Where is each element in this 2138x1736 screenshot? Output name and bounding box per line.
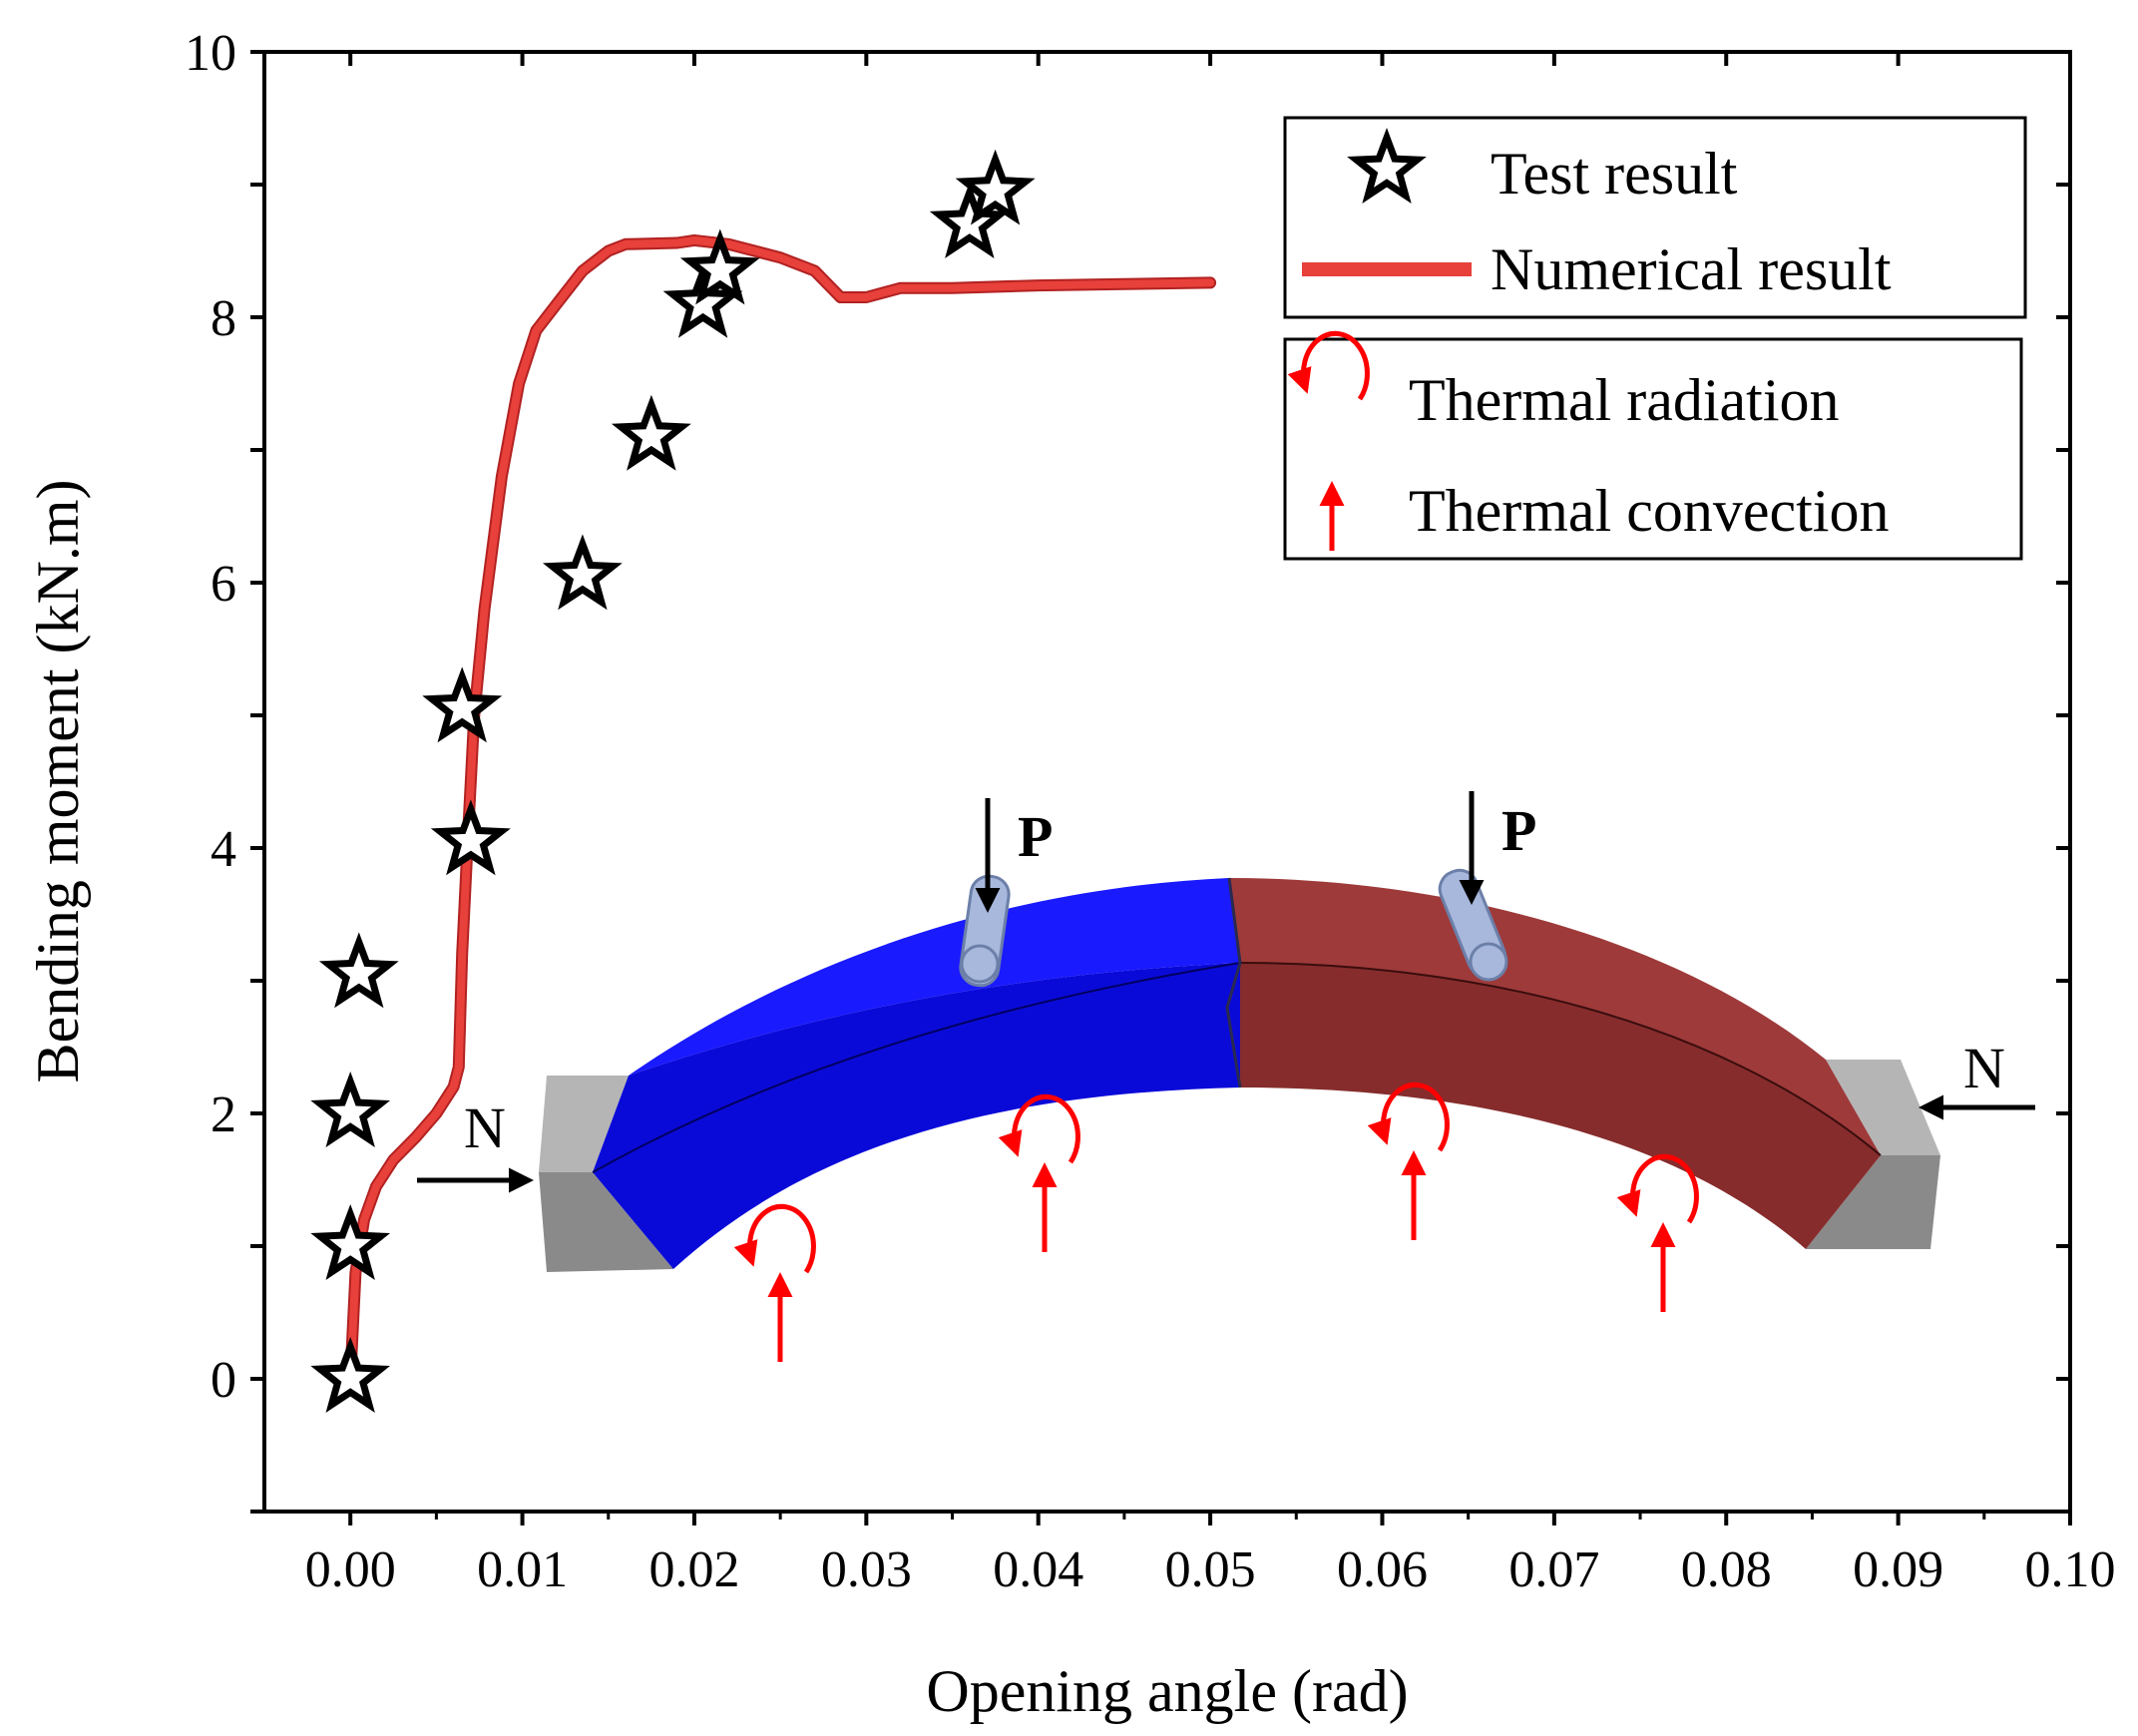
numerical-result-line (346, 235, 1215, 1383)
left-p-label: P (1018, 804, 1053, 869)
radiation-arc (733, 1203, 816, 1274)
beam-left-segment (592, 878, 1241, 1269)
test-result-point (310, 1072, 391, 1148)
test-result-point (662, 261, 743, 338)
beam-illustration: P P N N (417, 791, 2035, 1362)
heat-symbols (733, 1082, 1699, 1362)
x-tick-label: 0.09 (1853, 1541, 1943, 1598)
right-loading-pin (1438, 868, 1508, 982)
y-axis-ticks: 0 2 4 6 8 10 (185, 25, 2070, 1514)
heat-symbol (1367, 1082, 1450, 1240)
plot-frame (262, 50, 2072, 1514)
beam-right-segment (1229, 878, 1882, 1249)
heat-symbol (1616, 1153, 1699, 1312)
left-p-load: P (975, 798, 1053, 913)
x-tick-label: 0.07 (1508, 1541, 1599, 1598)
thermal-legend-box (1283, 337, 2023, 561)
x-tick-label: 0.00 (305, 1541, 396, 1598)
test-result-point (310, 1337, 391, 1414)
radiation-arc (998, 1093, 1080, 1164)
test-result-point (430, 799, 511, 876)
x-axis-ticks: 0.00 0.01 0.02 0.03 0.04 0.05 0.06 0.07 0.08 0.09… (305, 52, 2116, 1598)
beam-joint (1225, 877, 1242, 1088)
right-p-label: P (1501, 798, 1536, 863)
y-tick-label: 2 (211, 1086, 236, 1143)
x-tick-label: 0.01 (477, 1541, 568, 1598)
x-tick-label: 0.06 (1337, 1541, 1428, 1598)
test-result-point (422, 666, 503, 743)
legend-radiation-label: Thermal radiation (1409, 367, 1839, 433)
legend-convection-label: Thermal convection (1409, 478, 1889, 544)
right-p-load: P (1459, 791, 1536, 905)
test-result-point (318, 932, 399, 1009)
x-tick-label: 0.10 (2025, 1541, 2116, 1598)
heat-symbol (733, 1203, 816, 1362)
test-result-point (929, 182, 1010, 258)
right-support (1806, 1060, 1940, 1249)
y-tick-label: 6 (211, 556, 236, 613)
legend-test-marker (1347, 128, 1427, 205)
left-n-load: N (417, 1095, 534, 1193)
radiation-arc (1287, 330, 1370, 401)
legend-test-label: Test result (1491, 141, 1738, 207)
left-n-label: N (464, 1095, 506, 1160)
series-legend-box (1283, 116, 2027, 319)
series-legend: Test result Numerical result (1283, 116, 2027, 319)
radiation-arc (1367, 1082, 1450, 1152)
x-tick-label: 0.03 (821, 1541, 912, 1598)
y-tick-label: 8 (211, 290, 236, 347)
radiation-icon (1287, 330, 1370, 401)
test-result-layer (310, 149, 1036, 1414)
legend-star-glyph (1347, 128, 1427, 205)
right-n-label: N (1963, 1036, 2005, 1100)
right-n-load: N (1919, 1036, 2035, 1120)
x-axis-label: Opening angle (rad) (926, 1658, 1408, 1724)
test-result-point (955, 149, 1036, 225)
heat-symbol (998, 1093, 1080, 1252)
test-result-point (679, 228, 760, 305)
y-tick-label: 10 (185, 25, 236, 82)
test-result-point (611, 394, 691, 471)
test-result-point (543, 534, 623, 611)
x-tick-label: 0.05 (1165, 1541, 1256, 1598)
y-tick-label: 0 (211, 1352, 236, 1409)
x-tick-label: 0.02 (648, 1541, 739, 1598)
test-result-point (310, 1204, 391, 1281)
numerical-result-layer (344, 233, 1217, 1385)
x-tick-label: 0.04 (993, 1541, 1083, 1598)
y-tick-label: 4 (211, 821, 236, 878)
y-axis-label: Bending moment (kN.m) (25, 480, 91, 1084)
thermal-legend: Thermal radiation Thermal convection (1283, 330, 2023, 561)
left-support (539, 1076, 673, 1272)
legend-numerical-label: Numerical result (1491, 236, 1892, 302)
x-tick-label: 0.08 (1681, 1541, 1772, 1598)
radiation-arc (1616, 1153, 1699, 1224)
